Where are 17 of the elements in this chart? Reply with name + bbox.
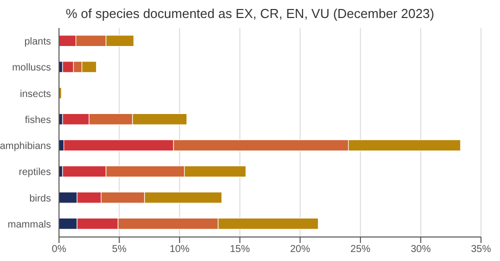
x-tick-label: 15% [230, 244, 250, 256]
y-tick-label: fishes [24, 114, 51, 126]
y-tick-label: molluscs [12, 62, 51, 74]
y-tick-label: insects [20, 88, 51, 100]
y-tick-label: mammals [8, 219, 51, 230]
chart-title: % of species documented as EX, CR, EN, VU (December 2023) [64, 6, 436, 21]
x-tick-label: 5% [112, 244, 127, 256]
y-tick-label: plants [24, 36, 51, 48]
x-tick-label: 20% [290, 244, 310, 256]
y-tick-label: birds [29, 193, 51, 204]
x-tick-label: 10% [170, 244, 190, 256]
x-tick-label: 25% [350, 244, 371, 256]
x-tick-label: 30% [410, 244, 431, 256]
x-tick-label: 35% [470, 244, 492, 256]
x-tick-label: 0% [52, 244, 66, 256]
y-tick-label: reptiles [18, 167, 51, 178]
y-tick-label: amphibians [0, 141, 51, 152]
